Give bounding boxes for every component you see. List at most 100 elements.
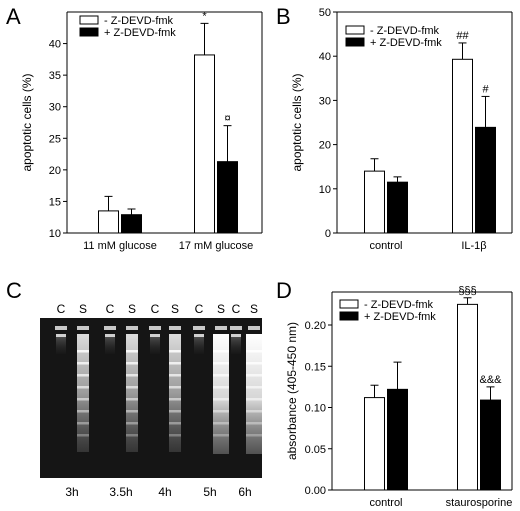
y-tick-label: 50 <box>319 7 331 19</box>
gel-ladder-band <box>77 350 89 353</box>
gel-ladder-band <box>77 386 89 389</box>
x-category-label: 17 mM glucose <box>179 240 254 252</box>
gel-ladder-band <box>213 374 229 377</box>
y-tick-label: 40 <box>49 39 61 51</box>
gel-band <box>105 334 115 337</box>
gel-band <box>231 334 241 337</box>
gel-ladder-band <box>126 434 138 437</box>
significance-marker: * <box>202 10 207 22</box>
gel-ladder-band <box>77 398 89 401</box>
gel-lane-control <box>105 334 115 354</box>
y-tick-label: 0.20 <box>305 320 326 332</box>
gel-ladder-band <box>169 398 181 401</box>
gel-band <box>194 334 204 337</box>
gel-ladder-band <box>126 410 138 413</box>
y-tick-label: 40 <box>319 51 331 63</box>
gel-well <box>248 326 260 330</box>
gel-time-label: 3h <box>65 485 78 499</box>
chart-panel-b: 0 10 20 30 40 50 apoptotic cells (%) control IL-… <box>290 7 513 252</box>
gel-panel-c: C S C S C S C S C S3h 3.5h 4h 5h 6h <box>40 302 262 499</box>
gel-well <box>55 326 67 330</box>
gel-lane-control <box>194 334 204 354</box>
gel-ladder-band <box>246 362 262 365</box>
y-tick-label: 0 <box>325 228 331 240</box>
gel-ladder-band <box>213 386 229 389</box>
legend-swatch <box>79 27 99 37</box>
legend-label: - Z-DEVD-fmk <box>104 15 174 27</box>
y-tick-label: 30 <box>319 95 331 107</box>
y-tick-label: 35 <box>49 70 61 82</box>
chart-panel-d: 0.00 0.05 0.10 0.15 0.20 absorbance (405-450 … <box>285 285 513 509</box>
x-category-label: staurosporine <box>446 497 513 509</box>
significance-marker: ¤ <box>224 113 230 125</box>
y-tick-label: 0.00 <box>305 485 326 497</box>
legend-swatch <box>339 299 359 309</box>
gel-ladder-band <box>213 422 229 425</box>
significance-marker: &&& <box>479 374 502 386</box>
chart-panel-a: 10 15 20 25 30 35 40 apoptotic cells (%) 11 mM g… <box>20 10 263 252</box>
legend-swatch <box>345 37 365 47</box>
gel-ladder-band <box>213 362 229 365</box>
y-axis-title: apoptotic cells (%) <box>20 73 34 171</box>
y-tick-label: 30 <box>49 102 61 114</box>
gel-lane-control <box>231 334 241 354</box>
bar <box>480 399 501 491</box>
gel-ladder-band <box>77 422 89 425</box>
gel-ladder-band <box>77 374 89 377</box>
gel-time-label: 3.5h <box>109 485 132 499</box>
gel-ladder-band <box>126 398 138 401</box>
gel-labels: C S C S C S C S C S3h 3.5h 4h 5h 6h <box>57 302 258 499</box>
gel-time-label: 5h <box>203 485 216 499</box>
legend-label: - Z-DEVD-fmk <box>364 299 434 311</box>
bar <box>475 126 496 234</box>
y-axis-title: apoptotic cells (%) <box>290 73 304 171</box>
panel-letter-a: A <box>6 4 21 29</box>
gel-ladder-band <box>169 422 181 425</box>
y-tick-label: 10 <box>49 228 61 240</box>
gel-ladder-band <box>213 398 229 401</box>
significance-marker: # <box>482 83 489 95</box>
gel-ladder-band <box>169 386 181 389</box>
gel-ladder-band <box>126 386 138 389</box>
gel-lane-label: S <box>171 302 179 316</box>
legend-label: + Z-DEVD-fmk <box>364 311 436 323</box>
bar <box>121 214 142 234</box>
gel-well <box>215 326 227 330</box>
legend-swatch <box>339 311 359 321</box>
gel-ladder-band <box>213 410 229 413</box>
gel-lane-label: C <box>57 302 66 316</box>
bar <box>364 397 385 491</box>
legend-swatch <box>345 25 365 35</box>
y-axis-title: absorbance (405-450 nm) <box>285 322 299 460</box>
gel-ladder-band <box>126 422 138 425</box>
gel-ladder-band <box>246 398 262 401</box>
x-category-label: IL-1β <box>461 240 486 252</box>
gel-lane-label: S <box>79 302 87 316</box>
gel-lane-label: C <box>195 302 204 316</box>
gel-lane-control <box>56 334 66 354</box>
gel-lane-label: C <box>151 302 160 316</box>
y-tick-label: 15 <box>49 196 61 208</box>
gel-ladder-band <box>126 350 138 353</box>
legend-label: + Z-DEVD-fmk <box>370 37 442 49</box>
gel-ladder-band <box>169 362 181 365</box>
y-tick-label: 20 <box>49 165 61 177</box>
gel-lane-label: S <box>217 302 225 316</box>
gel-ladder-band <box>246 386 262 389</box>
gel-lanes <box>55 326 262 454</box>
gel-band <box>150 334 160 337</box>
gel-well <box>77 326 89 330</box>
gel-lane-label: S <box>128 302 136 316</box>
gel-band <box>56 334 66 337</box>
gel-lane-label: C <box>232 302 241 316</box>
gel-ladder-band <box>169 374 181 377</box>
legend-label: + Z-DEVD-fmk <box>104 27 176 39</box>
y-tick-label: 0.15 <box>305 361 326 373</box>
gel-well <box>169 326 181 330</box>
gel-lane-label: C <box>106 302 115 316</box>
significance-marker: §§§ <box>458 285 476 297</box>
gel-well <box>193 326 205 330</box>
x-category-label: control <box>369 240 402 252</box>
gel-ladder-band <box>169 410 181 413</box>
